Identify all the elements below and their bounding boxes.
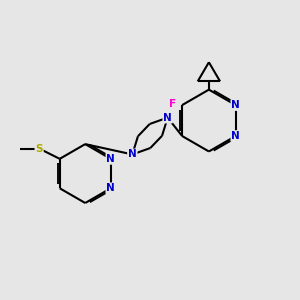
Text: N: N bbox=[128, 149, 137, 159]
Text: N: N bbox=[231, 131, 240, 141]
Text: N: N bbox=[231, 100, 240, 110]
Text: N: N bbox=[163, 112, 172, 123]
Text: S: S bbox=[35, 143, 43, 154]
Text: N: N bbox=[106, 154, 115, 164]
Text: N: N bbox=[106, 183, 115, 193]
Text: F: F bbox=[169, 99, 176, 109]
